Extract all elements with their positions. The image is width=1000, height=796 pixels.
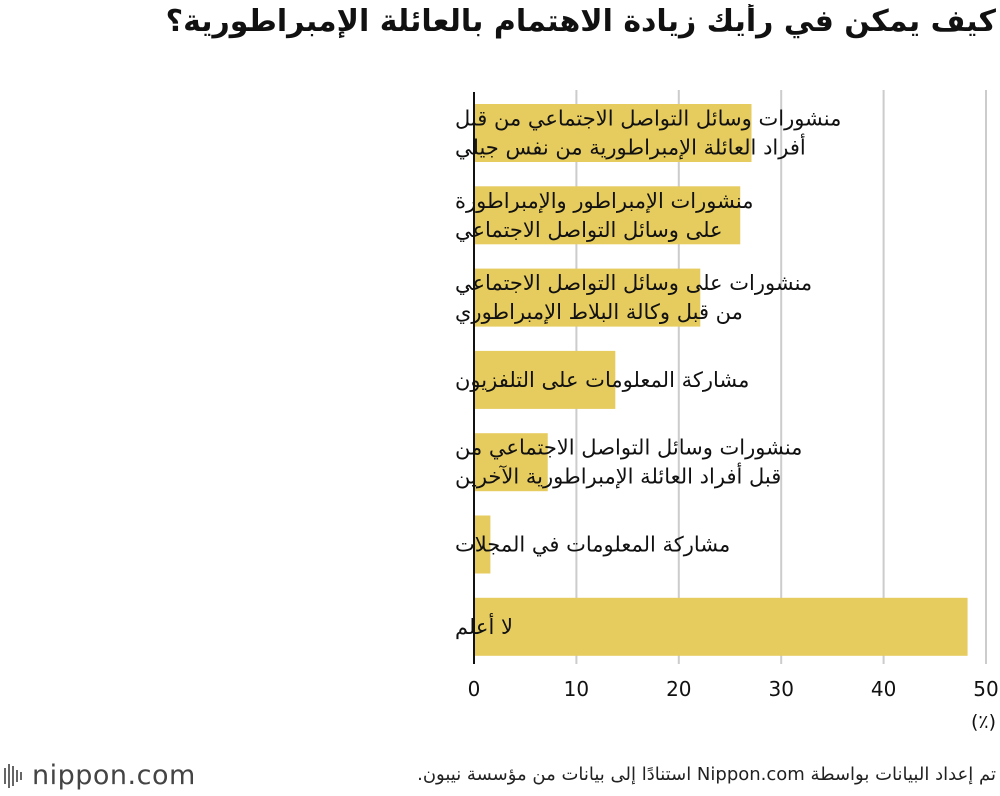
chart-title: كيف يمكن في رأيك زيادة الاهتمام بالعائلة… xyxy=(165,4,996,39)
bar xyxy=(474,104,752,162)
category-label: قبل أفراد العائلة الإمبراطورية الآخرين xyxy=(455,463,781,489)
x-tick-label: 30 xyxy=(768,677,793,701)
bar xyxy=(474,268,701,327)
category-label: منشورات الإمبراطور والإمبراطورة xyxy=(455,189,753,213)
category-label: منشورات على وسائل التواصل الاجتماعي xyxy=(455,271,812,295)
x-axis-unit: (٪) xyxy=(971,711,996,733)
category-label: منشورات وسائل التواصل الاجتماعي من قبل xyxy=(455,107,841,131)
category-label: على وسائل التواصل الاجتماعي xyxy=(455,218,723,242)
category-labels: منشورات وسائل التواصل الاجتماعي من قبل أف… xyxy=(455,107,841,640)
footer: nippon.com تم إعداد البيانات بواسطة Nipp… xyxy=(0,752,1000,796)
bars xyxy=(474,104,968,656)
category-label: مشاركة المعلومات في المجلات xyxy=(455,533,730,557)
bar xyxy=(474,433,548,492)
x-tick-labels: 0 10 20 30 40 50 xyxy=(468,677,999,701)
category-label: من قبل وكالة البلاط الإمبراطوري xyxy=(455,300,743,324)
bar xyxy=(474,350,616,409)
x-tick-label: 20 xyxy=(666,677,691,701)
category-label: أفراد العائلة الإمبراطورية من نفس جيلي xyxy=(455,134,806,160)
bar xyxy=(474,597,968,656)
bar xyxy=(474,515,491,574)
category-label: مشاركة المعلومات على التلفزيون xyxy=(455,368,749,392)
x-tick-label: 50 xyxy=(973,677,998,701)
x-tick-label: 10 xyxy=(564,677,589,701)
logo-mark-icon xyxy=(4,763,22,788)
bar xyxy=(474,186,741,245)
source-note: تم إعداد البيانات بواسطة Nippon.com استن… xyxy=(417,764,996,785)
bar-chart: منشورات وسائل التواصل الاجتماعي من قبل أف… xyxy=(455,90,999,733)
logo-text: nippon.com xyxy=(32,760,196,791)
nippon-logo[interactable]: nippon.com xyxy=(2,760,196,791)
category-label: منشورات وسائل التواصل الاجتماعي من xyxy=(455,436,802,460)
x-tick-label: 0 xyxy=(468,677,481,701)
gridlines xyxy=(575,90,987,664)
category-label: لا أعلم xyxy=(455,613,513,640)
x-tick-label: 40 xyxy=(871,677,896,701)
